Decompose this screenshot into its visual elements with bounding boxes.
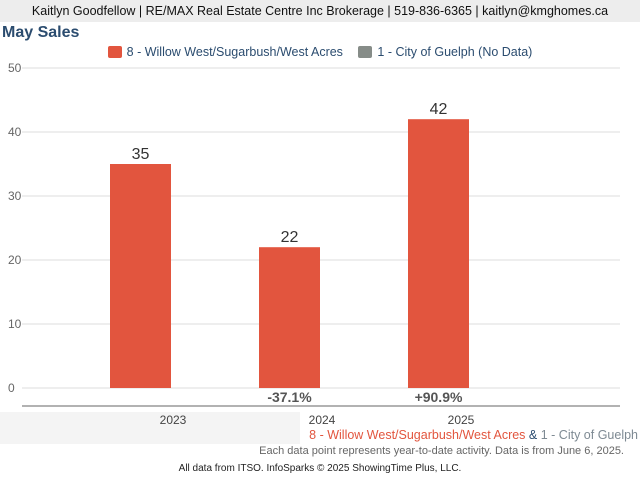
chart-footer-band bbox=[0, 412, 300, 444]
y-tick-label: 50 bbox=[8, 61, 22, 75]
legend-swatch-secondary bbox=[358, 46, 373, 58]
legend-label-secondary: 1 - City of Guelph (No Data) bbox=[377, 45, 533, 59]
chart-title: May Sales bbox=[2, 24, 80, 41]
footer-series-secondary: 1 - City of Guelph bbox=[540, 428, 638, 442]
data-label: 42 bbox=[430, 101, 448, 118]
chart-legend: 8 - Willow West/Sugarbush/West Acres 1 -… bbox=[0, 45, 640, 61]
change-label: -37.1% bbox=[267, 389, 312, 405]
data-credit: All data from ITSO. InfoSparks © 2025 Sh… bbox=[178, 463, 462, 474]
y-tick-label: 40 bbox=[8, 125, 22, 139]
data-label: 22 bbox=[281, 229, 299, 246]
x-tick-label: 2023 bbox=[160, 413, 187, 427]
legend-item-secondary[interactable]: 1 - City of Guelph (No Data) bbox=[358, 45, 532, 59]
footer-series-primary: 8 - Willow West/Sugarbush/West Acres bbox=[309, 428, 526, 442]
bar-2023 bbox=[110, 164, 171, 388]
footer-ampersand: & bbox=[525, 428, 541, 442]
y-tick-label: 10 bbox=[8, 317, 22, 331]
x-tick-label: 2024 bbox=[309, 413, 336, 427]
footer-series-legend: 8 - Willow West/Sugarbush/West Acres & 1… bbox=[309, 428, 638, 442]
agent-contact-header: Kaitlyn Goodfellow | RE/MAX Real Estate … bbox=[0, 0, 640, 22]
bar-2024 bbox=[259, 247, 320, 388]
legend-label-primary: 8 - Willow West/Sugarbush/West Acres bbox=[126, 45, 343, 59]
change-label: +90.9% bbox=[415, 389, 463, 405]
data-note: Each data point represents year-to-date … bbox=[259, 445, 624, 457]
bar-2025 bbox=[408, 119, 469, 388]
x-tick-label: 2025 bbox=[448, 413, 475, 427]
legend-swatch-primary bbox=[107, 46, 122, 58]
y-tick-label: 20 bbox=[8, 253, 22, 267]
legend-item-primary[interactable]: 8 - Willow West/Sugarbush/West Acres bbox=[107, 45, 343, 59]
y-tick-label: 30 bbox=[8, 189, 22, 203]
data-label: 35 bbox=[132, 146, 150, 163]
y-tick-label: 0 bbox=[8, 381, 15, 395]
